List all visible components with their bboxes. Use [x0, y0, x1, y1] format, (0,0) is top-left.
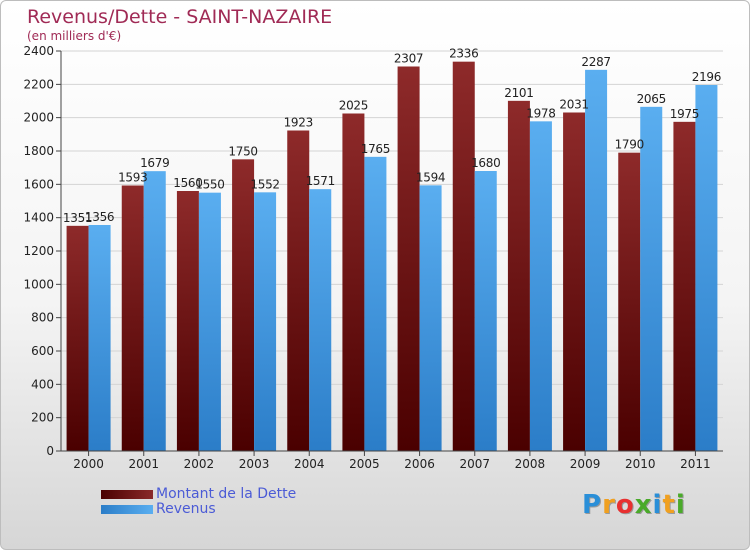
bar-revenus: [474, 171, 497, 451]
data-label-dette: 2025: [339, 99, 368, 113]
bar-revenus: [419, 185, 442, 452]
logo-letter: t: [662, 490, 676, 520]
x-tick-label: 2011: [680, 457, 711, 471]
data-label-dette: 1790: [615, 138, 644, 152]
x-tick-label: 2007: [459, 457, 490, 471]
data-label-revenus: 1550: [195, 178, 224, 192]
data-label-revenus: 1552: [250, 177, 279, 191]
y-tick-label: 1400: [23, 211, 54, 225]
data-label-revenus: 2065: [637, 92, 666, 106]
x-tick-label: 2000: [73, 457, 104, 471]
x-tick-label: 2001: [128, 457, 159, 471]
bar-revenus: [198, 192, 221, 451]
data-label-revenus: 1356: [85, 210, 114, 224]
legend-label-revenus: Revenus: [156, 501, 216, 517]
y-tick-label: 2200: [23, 77, 54, 91]
legend-swatch-dette: [101, 490, 153, 499]
logo-letter: r: [602, 490, 616, 520]
y-tick-label: 200: [31, 411, 54, 425]
data-label-dette: 2336: [449, 47, 478, 61]
bar-dette: [618, 152, 641, 451]
data-label-revenus: 2196: [692, 70, 721, 84]
bar-dette: [507, 100, 530, 451]
bar-dette: [287, 130, 310, 451]
bar-revenus: [254, 192, 277, 452]
logo-letter: o: [615, 490, 635, 520]
bar-dette: [66, 225, 89, 451]
bar-revenus: [309, 189, 332, 451]
data-label-revenus: 1571: [306, 174, 335, 188]
bar-revenus: [88, 225, 111, 451]
data-label-dette: 2101: [504, 86, 533, 100]
bar-revenus: [585, 69, 608, 451]
bar-dette: [452, 61, 475, 452]
data-label-dette: 1923: [284, 116, 313, 130]
data-label-revenus: 1680: [471, 156, 500, 170]
data-label-dette: 1750: [228, 144, 257, 158]
bar-dette: [342, 113, 365, 451]
y-tick-label: 1000: [23, 277, 54, 291]
bar-dette: [121, 185, 144, 451]
bar-revenus: [529, 121, 552, 451]
bar-revenus: [640, 106, 663, 451]
bar-dette: [673, 121, 696, 451]
proxiti-logo: Proxiti: [582, 490, 686, 520]
x-tick-label: 2009: [570, 457, 601, 471]
logo-letter: P: [582, 490, 603, 520]
data-label-dette: 2307: [394, 52, 423, 66]
data-label-revenus: 1978: [526, 106, 555, 120]
legend-label-dette: Montant de la Dette: [156, 486, 297, 502]
y-tick-label: 400: [31, 377, 54, 391]
x-tick-label: 2005: [349, 457, 380, 471]
bar-dette: [176, 191, 199, 451]
bar-dette: [232, 159, 255, 452]
data-label-dette: 1593: [118, 171, 147, 185]
logo-letter: i: [675, 490, 686, 520]
y-tick-label: 0: [46, 444, 54, 458]
x-tick-label: 2006: [404, 457, 435, 471]
bar-revenus: [695, 85, 718, 451]
y-tick-label: 2400: [23, 44, 54, 58]
y-tick-label: 800: [31, 311, 54, 325]
x-tick-label: 2010: [625, 457, 656, 471]
x-tick-label: 2002: [184, 457, 215, 471]
y-tick-label: 1800: [23, 144, 54, 158]
data-label-revenus: 1679: [140, 156, 169, 170]
data-label-revenus: 1765: [361, 142, 390, 156]
bar-dette: [397, 66, 420, 451]
chart-subtitle: (en milliers d'€): [27, 29, 122, 43]
chart-title: Revenus/Dette - SAINT-NAZAIRE: [27, 6, 333, 28]
data-label-dette: 1975: [670, 107, 699, 121]
logo-letter: x: [634, 490, 653, 520]
bar-dette: [563, 112, 586, 451]
bar-revenus: [143, 171, 166, 451]
data-label-dette: 1351: [63, 211, 92, 225]
data-label-dette: 1560: [173, 176, 202, 190]
data-label-revenus: 1594: [416, 170, 445, 184]
x-tick-label: 2003: [239, 457, 270, 471]
data-label-revenus: 2287: [581, 55, 610, 69]
y-tick-label: 600: [31, 344, 54, 358]
y-tick-label: 1600: [23, 177, 54, 191]
logo-letter: i: [652, 490, 663, 520]
y-tick-label: 2000: [23, 111, 54, 125]
x-tick-label: 2008: [515, 457, 546, 471]
data-label-dette: 2031: [559, 98, 588, 112]
y-tick-label: 1200: [23, 244, 54, 258]
x-tick-label: 2004: [294, 457, 325, 471]
legend-swatch-revenus: [101, 505, 153, 514]
bar-revenus: [364, 156, 387, 452]
